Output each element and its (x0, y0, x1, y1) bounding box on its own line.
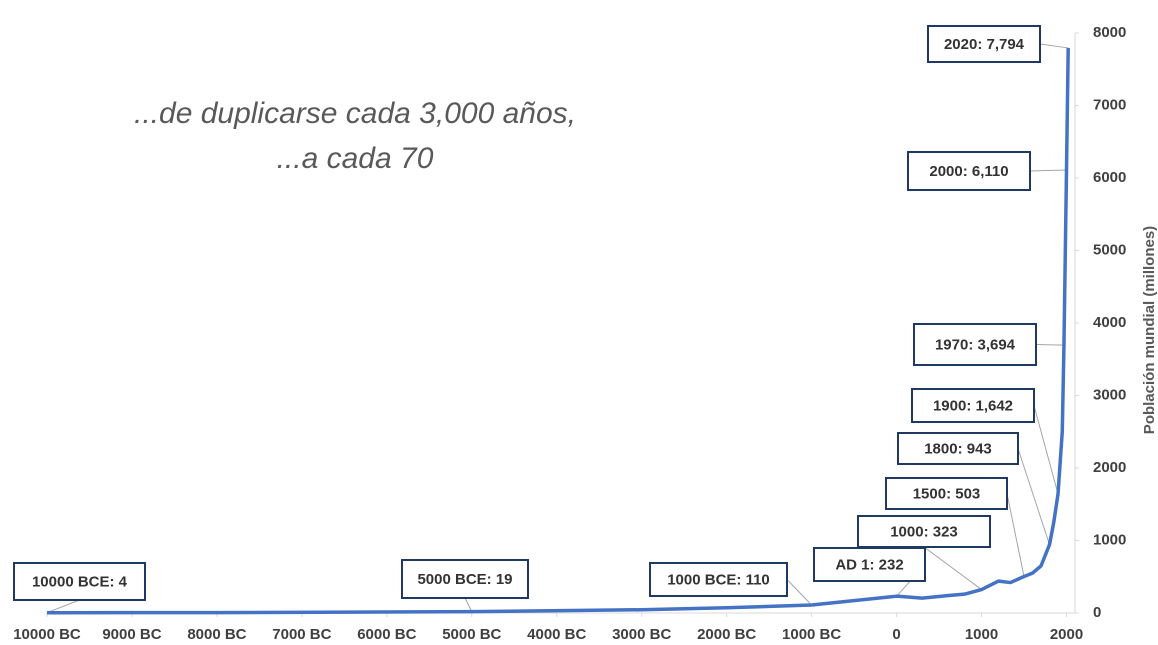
y-tick-label: 3000 (1093, 386, 1126, 403)
leader-line (1033, 405, 1059, 495)
annotation-box (649, 562, 788, 597)
annotation-label: 1000 BCE: 110 (667, 571, 770, 588)
leader-line (464, 597, 473, 612)
leader-line (1035, 344, 1064, 346)
annotation-label: 1900: 1,642 (933, 397, 1013, 414)
annotation-box (907, 151, 1031, 191)
chart-title: ...de duplicarse cada 3,000 años, (134, 97, 576, 130)
annotation-label: 2000: 6,110 (929, 163, 1008, 180)
x-tick-label: 7000 BC (272, 626, 331, 643)
annotation-label: 1000: 323 (890, 523, 958, 540)
annotation-label: 1800: 943 (924, 440, 992, 457)
x-tick-label: 1000 (965, 626, 998, 643)
y-tick-label: 1000 (1093, 531, 1126, 548)
x-tick-label: 1000 BC (782, 626, 841, 643)
y-tick-label: 2000 (1093, 459, 1126, 476)
x-tick-label: 0 (892, 626, 900, 643)
annotation-box (897, 432, 1019, 465)
annotation-box (927, 25, 1041, 63)
leader-line (1039, 43, 1069, 49)
y-tick-label: 7000 (1093, 96, 1126, 113)
x-tick-label: 6000 BC (357, 626, 416, 643)
x-tick-label: 2000 (1050, 626, 1083, 643)
x-tick-label: 3000 BC (612, 626, 671, 643)
annotation-label: 10000 BCE: 4 (32, 573, 128, 590)
annotation-box (857, 515, 991, 548)
leader-line (46, 599, 80, 614)
annotation-label: 1970: 3,694 (935, 336, 1016, 353)
x-tick-label: 5000 BC (442, 626, 501, 643)
leader-line (1017, 448, 1050, 545)
x-tick-label: 4000 BC (527, 626, 586, 643)
leader-line (786, 579, 812, 606)
annotation-box (13, 562, 146, 601)
leader-line (1006, 493, 1025, 577)
leader-line (923, 546, 982, 590)
annotation-box (911, 388, 1035, 423)
annotation-box (813, 547, 926, 582)
annotation-box (913, 323, 1037, 366)
annotation-label: 1500: 503 (913, 485, 981, 502)
y-tick-label: 4000 (1093, 314, 1126, 331)
x-tick-label: 8000 BC (187, 626, 246, 643)
x-tick-label: 9000 BC (102, 626, 161, 643)
x-tick-label: 10000 BC (13, 626, 81, 643)
x-tick-label: 2000 BC (697, 626, 756, 643)
data-line (46, 47, 1070, 615)
y-axis-label: Población mundial (millones) (1141, 226, 1158, 434)
y-tick-label: 5000 (1093, 241, 1126, 258)
annotation-label: 5000 BCE: 19 (417, 571, 512, 588)
annotation-label: 2020: 7,794 (944, 36, 1025, 53)
chart-subtitle: ...a cada 70 (277, 142, 434, 175)
leader-line (1029, 169, 1067, 172)
y-tick-label: 0 (1093, 604, 1101, 621)
annotation-box (885, 477, 1008, 510)
y-tick-label: 6000 (1093, 169, 1126, 186)
annotation-label: AD 1: 232 (835, 556, 903, 573)
y-tick-label: 8000 (1093, 24, 1126, 41)
annotation-box (401, 559, 529, 599)
